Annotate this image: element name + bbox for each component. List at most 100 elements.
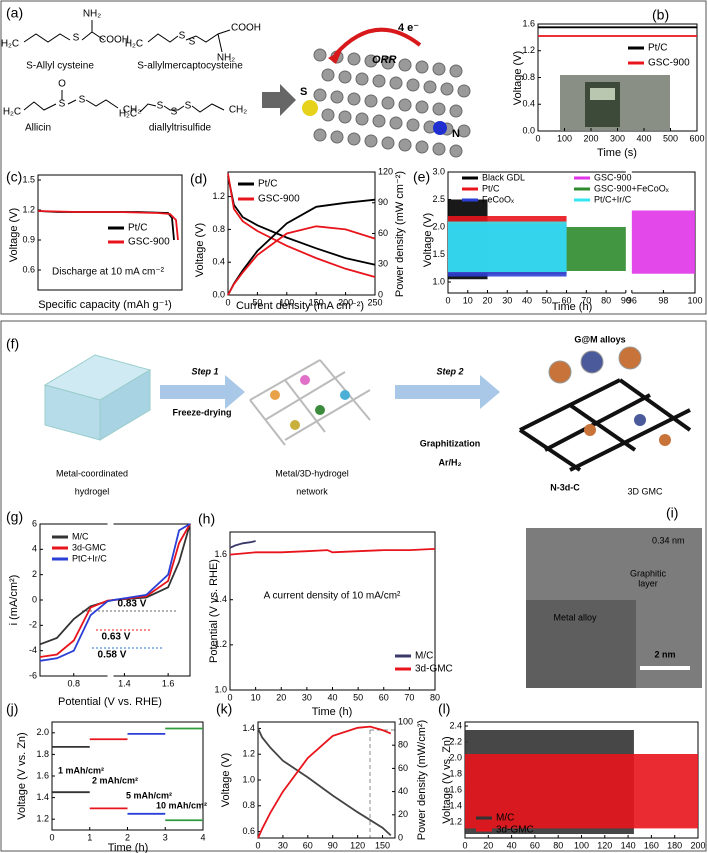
y2-tick-label: 0 — [378, 289, 383, 299]
y-axis-label: Voltage (V) — [512, 51, 524, 105]
atom-label: CH₂ — [123, 105, 141, 116]
panel-label: (i) — [666, 505, 678, 521]
y-tick-label: 1.2 — [522, 45, 535, 55]
x-tick-label: 0 — [445, 295, 450, 305]
alloy — [548, 360, 572, 384]
carbon-atom — [415, 60, 429, 74]
x-tick-label: 60 — [303, 840, 313, 850]
atom-label: S — [189, 37, 196, 48]
axis-break — [107, 672, 114, 680]
carbon-atom — [432, 142, 446, 156]
atom-label: S — [59, 99, 66, 110]
y-axis-label: Voltage (V) — [194, 223, 206, 277]
carbon-atom — [449, 144, 463, 158]
carbon-atom — [330, 90, 344, 104]
carbon-atom — [432, 102, 446, 116]
axis-break — [625, 289, 632, 297]
carbon-atom — [398, 58, 412, 72]
x-axis-label: Time (h) — [108, 842, 149, 853]
atom-label: S — [179, 31, 186, 42]
y-tick-label: 1.4 — [242, 723, 255, 733]
tem-label: Graphitic — [630, 568, 667, 578]
diagram-text: Ar/H₂ — [438, 457, 461, 467]
series-line — [37, 210, 175, 241]
carbon-atom — [321, 68, 335, 82]
axis-break — [625, 168, 632, 176]
carbon-atom — [415, 100, 429, 114]
y-tick-label: 1.2 — [22, 204, 35, 214]
x-tick-label: 90 — [328, 840, 338, 850]
plot-frame — [37, 174, 183, 291]
y-tick-label: 1.5 — [22, 174, 35, 184]
x-tick-label: 120 — [350, 840, 365, 850]
diagram-text: Step 2 — [436, 366, 463, 376]
series-label: 5 mAh/cm² — [126, 790, 172, 800]
x-tick-label: 40 — [327, 692, 337, 702]
x-tick-label: 200 — [690, 840, 705, 850]
atom-label: N — [452, 128, 460, 140]
y-tick-label: -2 — [29, 620, 37, 630]
legend-label: M/C — [415, 651, 433, 662]
atom-label: S — [300, 86, 307, 98]
x-tick-label: 2 — [125, 832, 130, 842]
series-line — [229, 540, 256, 549]
y-tick-label: 1.6 — [214, 549, 227, 559]
arrow — [262, 84, 296, 116]
bond — [85, 99, 119, 109]
y-tick-label: 3.0 — [432, 166, 445, 176]
alloy — [634, 414, 646, 426]
alloy — [584, 424, 596, 436]
x-tick-label: 20 — [483, 295, 493, 305]
y2-tick-label: 0 — [398, 832, 403, 842]
panel-label: (d) — [190, 171, 207, 187]
tem-alloy-region — [526, 600, 636, 688]
x-tick-label: 20 — [276, 692, 286, 702]
legend-label: GSC-900 — [258, 194, 300, 205]
alloy — [659, 434, 671, 446]
carbon-atom — [347, 92, 361, 106]
dimension-lines — [82, 610, 178, 649]
tem-label: 0.34 nm — [652, 535, 685, 545]
metal-ion — [315, 405, 325, 415]
legend-label: PtC+Ir/C — [72, 553, 107, 563]
carbon-atom — [313, 128, 327, 142]
x-axis-label: Time (h) — [552, 301, 593, 313]
x-axis-label: Current density (mA cm⁻²) — [236, 300, 364, 312]
carbon-atom — [398, 98, 412, 112]
legend-label: 3d-GMC — [72, 542, 107, 552]
y-tick-label: 2.5 — [432, 194, 445, 204]
scale-label: 2 nm — [654, 649, 675, 659]
y-tick-label: 1.4 — [449, 800, 462, 810]
y-tick-label: 1.8 — [449, 768, 462, 778]
y-tick-label: 0.8 — [242, 800, 255, 810]
bond — [67, 99, 77, 105]
metal-ion — [300, 375, 310, 385]
carbon-atom — [432, 62, 446, 76]
y-tick-label: 0.0 — [212, 289, 225, 299]
panel-label: (a) — [6, 5, 23, 21]
x-tick-label: 30 — [278, 840, 288, 850]
y-tick-label: 0.8 — [212, 224, 225, 234]
y-axis-label: Potential (V vs. RHE) — [208, 559, 220, 663]
panel-label: (k) — [216, 701, 232, 717]
x-tick-label: 4 — [200, 832, 205, 842]
x-tick-label: 400 — [636, 133, 651, 143]
y-axis-label: Voltage (V vs. Zn) — [441, 736, 453, 823]
metal-ion — [290, 420, 300, 430]
y-tick-label: 2 — [32, 569, 37, 579]
bond — [139, 103, 157, 113]
atom-label: NH₂ — [83, 9, 101, 20]
diagram-text: hydrogel — [75, 486, 110, 496]
network — [249, 359, 371, 446]
carbon-atom — [415, 140, 429, 154]
x-tick-label: 200 — [338, 297, 353, 307]
y-tick-label: 1.0 — [432, 276, 445, 286]
y-tick-label: 4 — [32, 544, 37, 554]
bond — [191, 103, 225, 113]
series-line — [257, 725, 392, 839]
atom-label: CH₂ — [229, 105, 247, 116]
y2-tick-label: 30 — [378, 259, 388, 269]
carbon-model — [302, 48, 471, 158]
legend-label: 3d-GMC — [496, 825, 534, 836]
annotation: Discharge at 10 mA cm⁻² — [52, 267, 165, 278]
